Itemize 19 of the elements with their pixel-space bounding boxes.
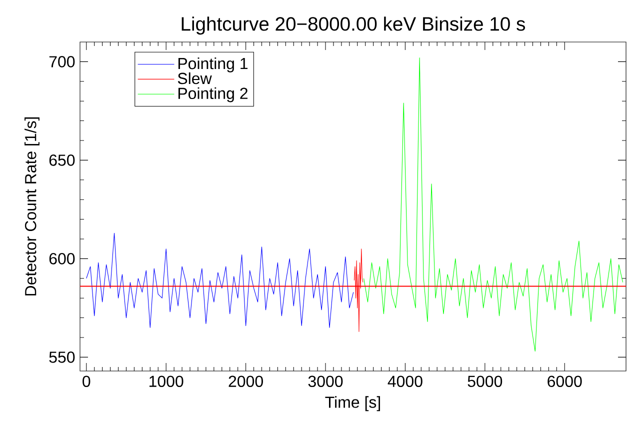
line-series bbox=[86, 232, 354, 328]
x-tick-label: 2000 bbox=[228, 376, 263, 388]
x-axis-title: Time [s] bbox=[325, 396, 380, 412]
y-axis-title: Detector Count Rate [1/s] bbox=[24, 117, 40, 296]
legend-label: Pointing 1 bbox=[178, 57, 248, 72]
x-tick-label: 1000 bbox=[150, 376, 184, 388]
y-tick-label: 550 bbox=[49, 352, 75, 363]
legend-label: Pointing 2 bbox=[178, 87, 248, 102]
y-tick-label: 700 bbox=[49, 56, 75, 68]
legend-label: Slew bbox=[178, 72, 212, 84]
x-tick-label: 0 bbox=[82, 376, 90, 388]
y-tick-label: 650 bbox=[49, 154, 75, 166]
y-tick-label: 600 bbox=[49, 253, 75, 264]
x-tick-label: 3000 bbox=[308, 376, 343, 388]
x-tick-label: 6000 bbox=[548, 376, 582, 388]
x-tick-label: 4000 bbox=[388, 376, 422, 388]
chart-title: Lightcurve 20−8000.00 keV Binsize 10 s bbox=[182, 16, 526, 35]
line-series bbox=[363, 57, 624, 352]
x-tick-label: 5000 bbox=[468, 376, 502, 388]
